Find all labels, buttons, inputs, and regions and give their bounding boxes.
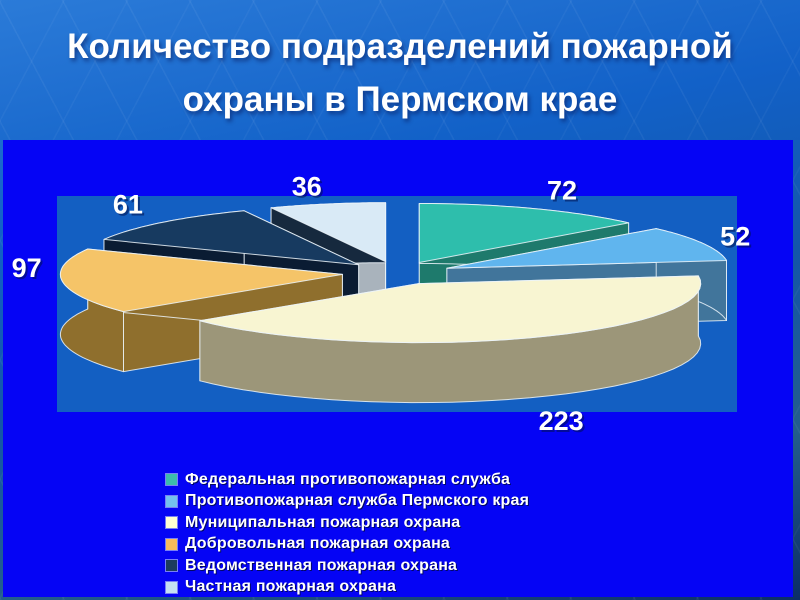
legend-item: Ведомственная пожарная охрана <box>166 555 529 577</box>
legend-color-chip <box>166 474 177 486</box>
plot-area <box>57 196 737 412</box>
legend-color-chip <box>166 495 177 507</box>
legend-item: Частная пожарная охрана <box>166 577 529 599</box>
legend-color-chip <box>166 560 177 572</box>
legend-color-chip <box>166 517 177 529</box>
slide-title: Количество подразделений пожарной охраны… <box>67 27 733 119</box>
legend-color-chip <box>166 581 177 593</box>
chart-legend: Федеральная противопожарная служба Против… <box>166 469 529 598</box>
legend-item-label: Противопожарная служба Пермского края <box>185 492 530 510</box>
legend-item: Добровольная пожарная охрана <box>166 534 529 556</box>
legend-item: Федеральная противопожарная служба <box>166 469 529 491</box>
legend-item: Муниципальная пожарная охрана <box>166 512 529 534</box>
legend-item-label: Частная пожарная охрана <box>185 578 397 596</box>
legend-item: Противопожарная служба Пермского края <box>166 491 529 513</box>
legend-item-label: Ведомственная пожарная охрана <box>185 556 458 574</box>
legend-item-label: Муниципальная пожарная охрана <box>185 513 461 531</box>
legend-item-label: Федеральная противопожарная служба <box>185 470 511 488</box>
legend-color-chip <box>166 538 177 550</box>
legend-item-label: Добровольная пожарная охрана <box>185 535 451 553</box>
chart-area: Федеральная противопожарная служба Против… <box>3 140 793 597</box>
